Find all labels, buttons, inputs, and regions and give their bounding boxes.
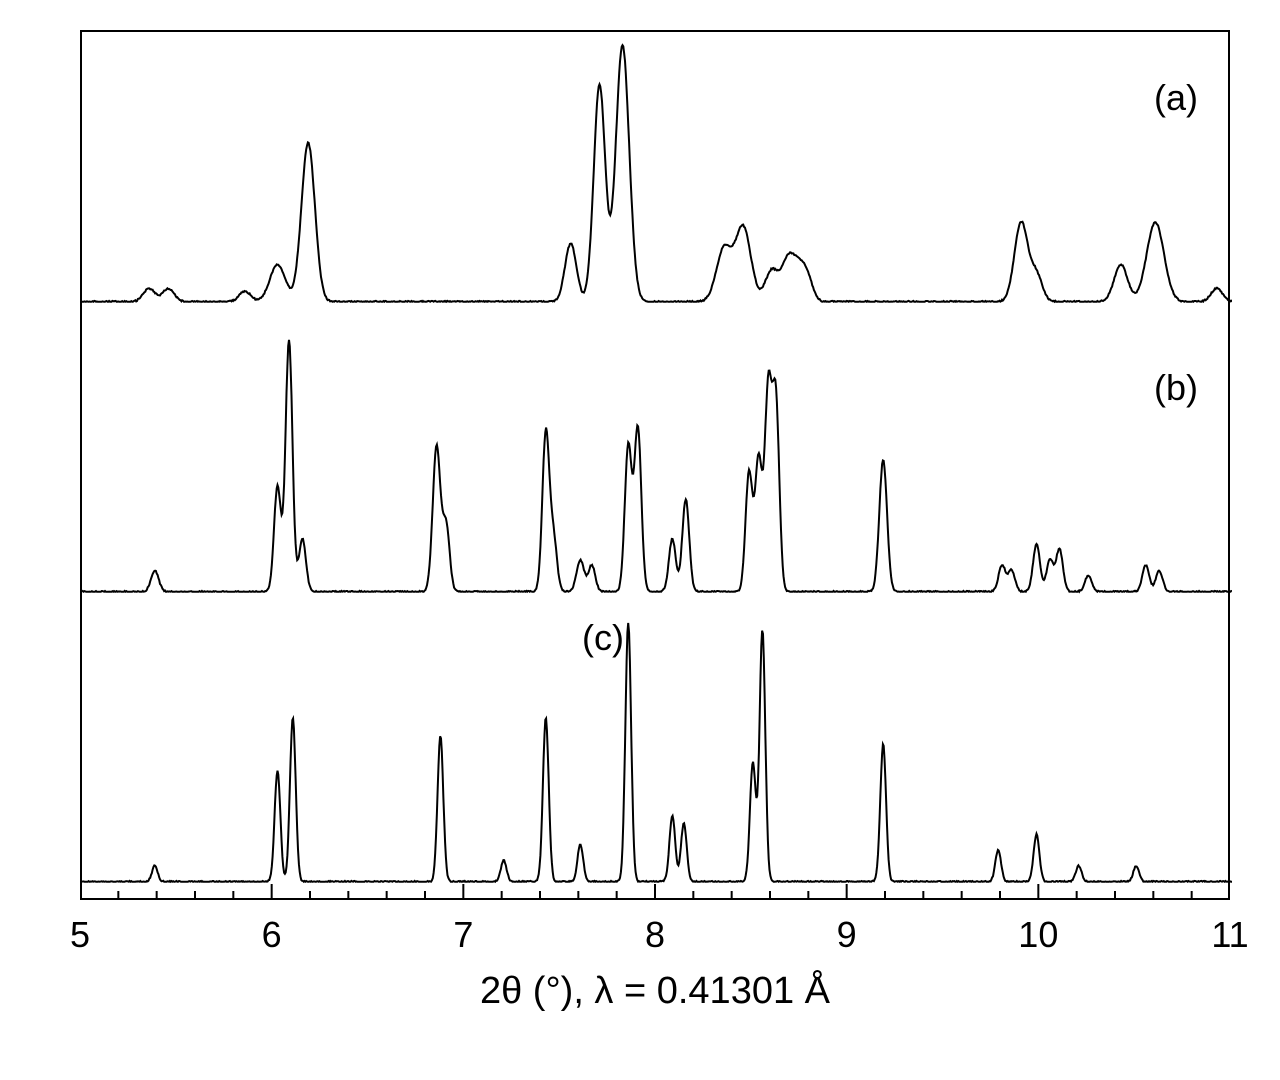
panel-label-a: (a) xyxy=(1154,77,1198,119)
plot-area: (a) (b) (c) xyxy=(80,30,1230,900)
panel-c: (c) xyxy=(82,612,1228,902)
x-tick-label: 6 xyxy=(262,914,282,956)
spectrum-c xyxy=(82,612,1232,902)
panel-label-b: (b) xyxy=(1154,367,1198,409)
panel-b: (b) xyxy=(82,322,1228,612)
x-tick-label: 11 xyxy=(1211,914,1248,956)
spectrum-line-a xyxy=(82,45,1232,302)
spectrum-b xyxy=(82,322,1232,612)
x-tick-label: 9 xyxy=(837,914,857,956)
xrd-figure: (a) (b) (c) 5 6 7 8 9 10 11 2θ (°), λ = 0.41301 … xyxy=(0,0,1280,1080)
x-tick-label: 5 xyxy=(70,914,90,956)
x-tick-label: 10 xyxy=(1018,914,1058,956)
spectrum-a xyxy=(82,32,1232,322)
x-ticks-svg xyxy=(80,884,1230,902)
x-tick-label: 7 xyxy=(453,914,473,956)
spectrum-line-b xyxy=(82,340,1232,592)
x-axis-label: 2θ (°), λ = 0.41301 Å xyxy=(80,970,1230,1013)
x-tick-label: 8 xyxy=(645,914,665,956)
spectrum-line-c xyxy=(82,623,1232,882)
panel-label-c: (c) xyxy=(582,617,624,659)
panel-a: (a) xyxy=(82,32,1228,322)
